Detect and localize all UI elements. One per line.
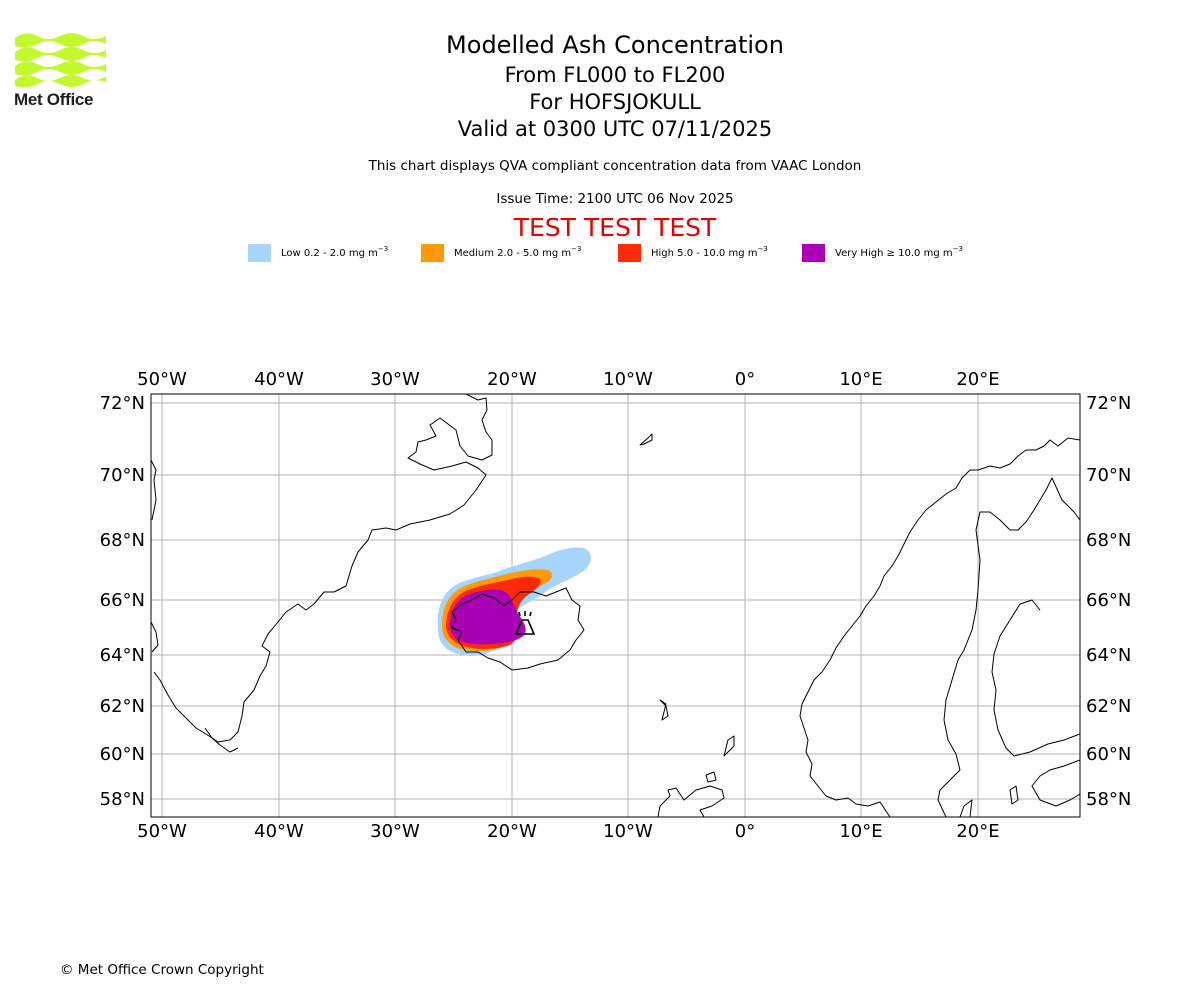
graticule	[151, 394, 1080, 817]
lat-label: 72°N	[100, 393, 145, 414]
valid-time: Valid at 0300 UTC 07/11/2025	[457, 117, 773, 141]
lon-label: 30°W	[370, 369, 420, 390]
met-office-waves-icon	[15, 33, 106, 88]
lat-label: 60°N	[100, 744, 145, 765]
lon-label: 10°W	[603, 369, 653, 390]
legend-label-high: High 5.0 - 10.0 mg m	[651, 247, 758, 259]
legend-label-low: Low 0.2 - 2.0 mg m	[281, 247, 378, 259]
lat-label: 70°N	[1086, 465, 1131, 486]
lat-label: 62°N	[100, 696, 145, 717]
legend-item-high: High 5.0 - 10.0 mg m −3	[618, 244, 768, 262]
coast-sweden-finland	[937, 477, 1080, 817]
lon-label: 50°W	[137, 369, 187, 390]
lat-label: 70°N	[100, 465, 145, 486]
copyright-footer: © Met Office Crown Copyright	[60, 962, 264, 978]
legend-label-very-high: Very High ≥ 10.0 mg m	[835, 247, 953, 259]
coast-greenland-west	[151, 459, 157, 521]
lon-label: 10°E	[839, 821, 882, 842]
map-frame	[150, 393, 1081, 818]
lat-labels-right: 72°N 70°N 68°N 66°N 64°N 62°N 60°N 58°N	[1086, 393, 1131, 810]
lon-labels-top: 50°W 40°W 30°W 20°W 10°W 0° 10°E 20°E	[137, 369, 999, 390]
lat-label: 66°N	[1086, 590, 1131, 611]
lat-labels-left: 72°N 70°N 68°N 66°N 64°N 62°N 60°N 58°N	[100, 393, 145, 810]
qva-note: This chart displays QVA compliant concen…	[368, 158, 862, 174]
chart-title: Modelled Ash Concentration	[446, 31, 784, 59]
lon-label: 0°	[735, 369, 755, 390]
lon-label: 40°W	[254, 369, 304, 390]
ash-plume	[437, 547, 591, 656]
legend-swatch-high	[618, 244, 641, 262]
coast-gotland	[1009, 785, 1019, 805]
legend-swatch-medium	[421, 244, 444, 262]
lat-label: 64°N	[100, 645, 145, 666]
test-banner: TEST TEST TEST	[513, 213, 717, 242]
lat-label: 68°N	[100, 530, 145, 551]
volcano-name: For HOFSJOKULL	[529, 90, 701, 114]
lon-labels-bottom: 50°W 40°W 30°W 20°W 10°W 0° 10°E 20°E	[137, 821, 999, 842]
legend-item-medium: Medium 2.0 - 5.0 mg m −3	[421, 244, 581, 262]
lat-label: 62°N	[1086, 696, 1131, 717]
lon-label: 30°W	[370, 821, 420, 842]
lat-label: 58°N	[1086, 789, 1131, 810]
volcano-icon	[514, 611, 536, 635]
coast-denmark	[959, 799, 973, 817]
lon-label: 50°W	[137, 821, 187, 842]
coast-shetland	[723, 735, 735, 757]
flight-level-range: From FL000 to FL200	[504, 63, 726, 87]
lon-label: 20°W	[487, 821, 537, 842]
lon-label: 20°E	[956, 369, 999, 390]
lat-label: 72°N	[1086, 393, 1131, 414]
coast-greenland	[153, 394, 493, 743]
coast-norway	[799, 437, 1080, 817]
lon-label: 20°W	[487, 369, 537, 390]
legend-label-medium: Medium 2.0 - 5.0 mg m	[454, 247, 572, 259]
legend-unit-exponent: −3	[571, 245, 582, 253]
legend-unit-exponent: −3	[757, 245, 768, 253]
coast-faroe	[659, 699, 669, 721]
coast-orkney	[705, 771, 717, 783]
lat-label: 58°N	[100, 789, 145, 810]
lat-label: 64°N	[1086, 645, 1131, 666]
lon-label: 10°W	[603, 821, 653, 842]
legend-swatch-low	[248, 244, 271, 262]
logo-text: Met Office	[14, 90, 94, 109]
coast-baltic	[1031, 759, 1080, 807]
legend-unit-exponent: −3	[952, 245, 963, 253]
lon-label: 20°E	[956, 821, 999, 842]
lon-label: 40°W	[254, 821, 304, 842]
coast-gulf-bothnia	[991, 599, 1080, 757]
met-office-logo: Met Office	[14, 30, 109, 110]
lat-label: 68°N	[1086, 530, 1131, 551]
legend-swatch-very-high	[802, 244, 825, 262]
lon-label: 0°	[735, 821, 755, 842]
lon-label: 10°E	[839, 369, 882, 390]
coast-greenland-sw	[151, 621, 159, 653]
coast-greenland-fjord1	[204, 727, 239, 753]
legend-item-low: Low 0.2 - 2.0 mg m −3	[248, 244, 388, 262]
lat-label: 66°N	[100, 590, 145, 611]
coastlines	[151, 394, 1080, 817]
legend-unit-exponent: −3	[377, 245, 389, 253]
legend-item-very-high: Very High ≥ 10.0 mg m −3	[802, 244, 963, 262]
issue-time: Issue Time: 2100 UTC 06 Nov 2025	[496, 191, 734, 207]
coast-scotland	[657, 785, 725, 817]
coast-jan-mayen	[639, 433, 653, 446]
coast-iceland	[451, 587, 585, 671]
lat-label: 60°N	[1086, 744, 1131, 765]
legend: Low 0.2 - 2.0 mg m −3 Medium 2.0 - 5.0 mg…	[0, 244, 1200, 264]
